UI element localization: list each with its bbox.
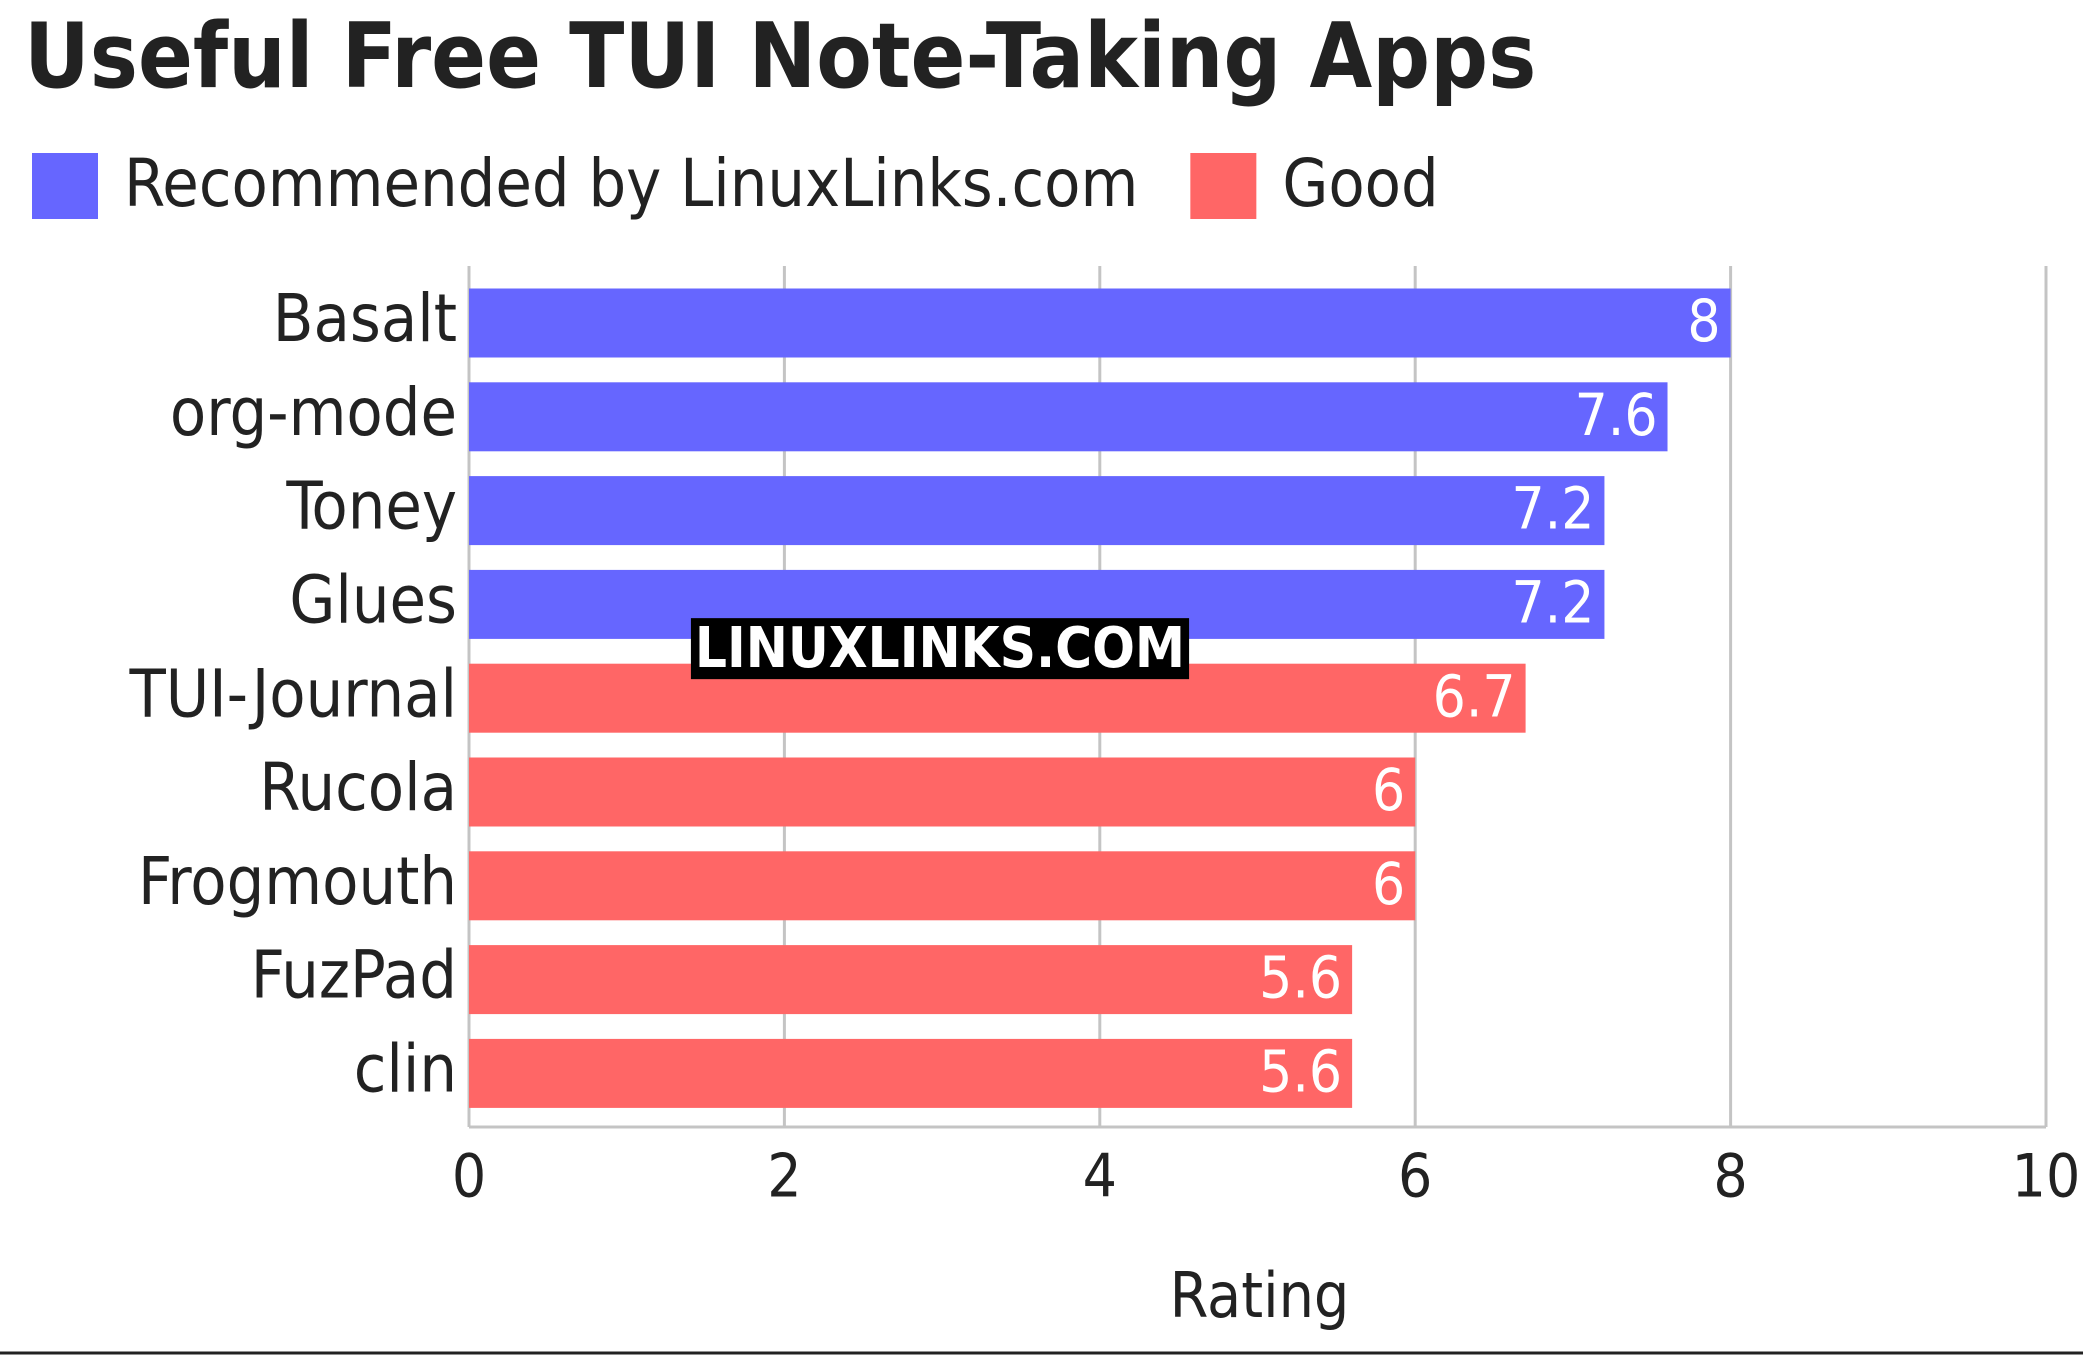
y-tick-label: Rucola xyxy=(259,749,457,826)
x-tick-label: 6 xyxy=(1398,1142,1432,1212)
bar xyxy=(469,1038,1353,1108)
value-label: 5.6 xyxy=(1259,944,1342,1012)
x-axis-label: Rating xyxy=(1170,1259,1350,1332)
legend-label: Good xyxy=(1282,145,1438,222)
bar xyxy=(469,288,1731,358)
watermark: LINUXLINKS.COM xyxy=(695,616,1185,681)
legend-swatch xyxy=(1190,153,1257,219)
legend-label: Recommended by LinuxLinks.com xyxy=(124,145,1138,222)
legend-swatch xyxy=(32,153,98,219)
bar xyxy=(469,382,1668,452)
chart-title: Useful Free TUI Note-Taking Apps xyxy=(24,4,1536,109)
y-tick-label: clin xyxy=(354,1030,457,1107)
bar xyxy=(469,757,1416,827)
x-tick-label: 2 xyxy=(767,1142,801,1212)
watermark-bg xyxy=(690,618,1190,680)
x-tick-label: 4 xyxy=(1083,1142,1117,1212)
value-label: 6 xyxy=(1372,756,1405,824)
y-tick-label: Basalt xyxy=(273,280,457,357)
value-label: 6 xyxy=(1372,850,1405,918)
x-tick-label: 0 xyxy=(452,1142,486,1212)
value-label: 8 xyxy=(1687,287,1720,355)
x-tick-label: 8 xyxy=(1713,1142,1747,1212)
value-label: 7.2 xyxy=(1511,475,1594,543)
value-label: 7.2 xyxy=(1511,569,1594,637)
value-label: 5.6 xyxy=(1259,1038,1342,1106)
y-tick-label: Glues xyxy=(289,561,457,638)
y-tick-label: Toney xyxy=(285,468,457,545)
value-label: 6.7 xyxy=(1433,662,1516,730)
bar xyxy=(469,945,1353,1015)
y-tick-label: FuzPad xyxy=(251,937,457,1014)
x-tick-label: 10 xyxy=(2012,1142,2081,1212)
bar xyxy=(469,476,1605,546)
y-tick-label: TUI-Journal xyxy=(128,655,457,732)
value-label: 7.6 xyxy=(1575,381,1658,449)
y-tick-label: org-mode xyxy=(170,374,457,451)
y-tick-label: Frogmouth xyxy=(138,843,457,920)
bar xyxy=(469,851,1416,921)
